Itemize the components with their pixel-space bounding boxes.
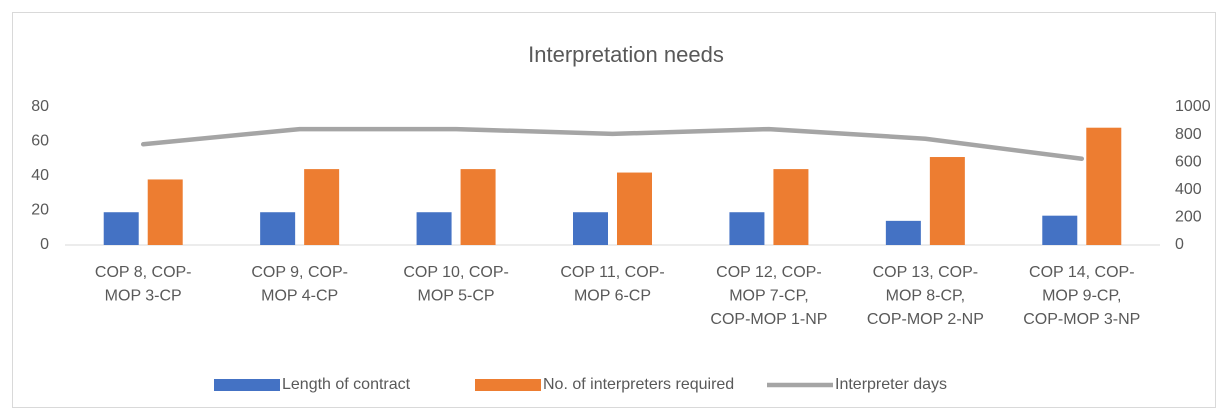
bar — [1042, 215, 1078, 245]
y2-tick-label: 800 — [1175, 126, 1202, 143]
bar — [885, 220, 921, 245]
legend-swatch — [214, 379, 280, 391]
bar — [573, 212, 608, 245]
y-tick-label: 0 — [40, 236, 49, 253]
legend-label: No. of interpreters required — [543, 376, 734, 393]
bar — [304, 169, 340, 245]
y-tick-label: 80 — [31, 98, 49, 115]
legend-label: Interpreter days — [835, 376, 947, 393]
bar — [260, 212, 296, 245]
bar — [773, 169, 809, 245]
x-tick-label: COP 13, COP-MOP 8-CP, COP-MOP 2-NP — [867, 264, 984, 328]
y2-tick-label: 400 — [1175, 181, 1202, 198]
x-tick-label: COP 11, COP-MOP 6-CP — [560, 264, 664, 305]
bar — [1086, 127, 1122, 245]
bar — [103, 212, 139, 245]
x-tick-label: COP 14, COP-MOP 9-CP, COP-MOP 3-NP — [1023, 264, 1140, 328]
y2-tick-label: 200 — [1175, 209, 1202, 226]
line — [140, 126, 1085, 161]
y-tick-label: 40 — [31, 167, 49, 184]
y-tick-label: 20 — [31, 202, 49, 219]
chart-border — [12, 12, 1216, 408]
bar — [460, 169, 496, 245]
y2-tick-label: 600 — [1175, 153, 1202, 170]
x-tick-label: COP 8, COP-MOP 3-CP — [95, 264, 192, 305]
bar — [617, 172, 652, 245]
bar — [729, 212, 765, 245]
y2-tick-label: 1000 — [1175, 98, 1211, 115]
x-tick-label: COP 9, COP-MOP 4-CP — [251, 264, 348, 305]
legend-label: Length of contract — [282, 376, 411, 393]
y-tick-label: 60 — [31, 133, 49, 150]
bar — [416, 212, 452, 245]
chart-title: Interpretation needs — [528, 42, 724, 67]
y2-tick-label: 0 — [1175, 236, 1184, 253]
x-tick-label: COP 10, COP-MOP 5-CP — [403, 264, 509, 305]
bar — [929, 157, 965, 245]
legend-swatch — [475, 379, 541, 391]
bar — [147, 179, 183, 245]
x-tick-label: COP 12, COP-MOP 7-CP, COP-MOP 1-NP — [710, 264, 827, 328]
